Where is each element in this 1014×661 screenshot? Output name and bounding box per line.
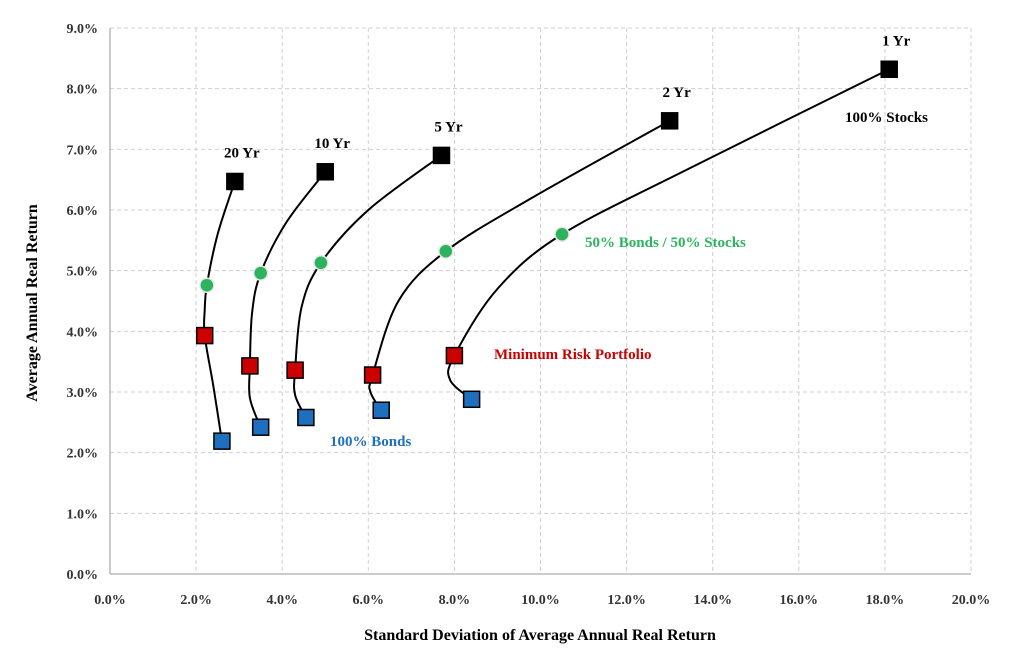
y-axis-title: Average Annual Real Return xyxy=(24,204,41,402)
x-tick-label: 10.0% xyxy=(521,593,560,608)
stocks-point-2-yr xyxy=(660,112,679,130)
grid-lines xyxy=(110,27,972,574)
annotation-100-stocks: 100% Stocks xyxy=(845,110,928,126)
annotation-50-50: 50% Bonds / 50% Stocks xyxy=(585,235,746,251)
balanced-point-20-yr xyxy=(199,277,215,293)
series-labels: 1 Yr 2 Yr 5 Yr 10 Yr 20 Yr xyxy=(224,33,911,161)
balanced-point-2-yr xyxy=(438,243,454,260)
x-axis-title: Standard Deviation of Average Annual Rea… xyxy=(364,627,716,644)
bonds-point-5-yr xyxy=(297,408,315,427)
balanced-point-10-yr xyxy=(252,265,269,281)
min-risk-point-1-yr xyxy=(445,346,464,365)
y-tick-label: 3.0% xyxy=(67,386,99,401)
y-tick-label: 7.0% xyxy=(67,143,99,158)
frontier-curve-5-yr xyxy=(293,154,443,418)
y-tick-label: 4.0% xyxy=(67,325,99,340)
y-tick-label: 5.0% xyxy=(67,265,99,280)
frontier-curve-1-yr xyxy=(447,68,890,401)
stocks-point-10-yr xyxy=(316,163,334,181)
horizon-label-5-yr: 5 Yr xyxy=(434,119,463,135)
balanced-point-1-yr xyxy=(554,226,570,243)
bonds-point-10-yr xyxy=(251,418,270,436)
y-tick-label: 8.0% xyxy=(67,83,99,98)
y-tick-label: 0.0% xyxy=(67,568,99,583)
x-tick-label: 20.0% xyxy=(952,593,991,608)
stocks-point-1-yr xyxy=(880,60,898,79)
balanced-point-5-yr xyxy=(313,255,329,271)
horizon-label-10-yr: 10 Yr xyxy=(314,136,350,152)
annotation-min-risk: Minimum Risk Portfolio xyxy=(494,347,652,363)
x-tick-label: 2.0% xyxy=(180,593,212,608)
frontier-curve-2-yr xyxy=(368,119,671,411)
min-risk-point-2-yr xyxy=(363,366,382,384)
y-tick-label: 1.0% xyxy=(67,507,99,522)
bonds-point-20-yr xyxy=(213,432,231,450)
bonds-point-1-yr xyxy=(462,390,481,409)
y-tick-label: 6.0% xyxy=(67,204,99,219)
x-tick-label: 8.0% xyxy=(439,593,471,608)
bonds-point-2-yr xyxy=(372,401,390,419)
axes: 0.0% 1.0% 2.0% 3.0% 4.0% 5.0% 6.0% 7.0% 8.0% 9.0%… xyxy=(67,22,991,608)
stocks-point-20-yr xyxy=(226,172,244,191)
stocks-point-5-yr xyxy=(432,146,451,165)
annotation-100-bonds: 100% Bonds xyxy=(330,434,411,450)
series-curves xyxy=(202,68,890,442)
min-risk-point-10-yr xyxy=(241,357,259,375)
horizon-label-2-yr: 2 Yr xyxy=(663,85,692,101)
x-tick-label: 18.0% xyxy=(866,593,905,608)
y-tick-label: 2.0% xyxy=(67,447,99,462)
series-markers xyxy=(195,60,898,450)
min-risk-point-20-yr xyxy=(195,326,214,345)
horizon-label-1-yr: 1 Yr xyxy=(882,33,911,49)
x-tick-label: 16.0% xyxy=(780,593,819,608)
x-tick-label: 0.0% xyxy=(94,593,126,608)
min-risk-point-5-yr xyxy=(286,361,304,379)
x-tick-label: 4.0% xyxy=(266,593,298,608)
horizon-label-20-yr: 20 Yr xyxy=(224,145,260,161)
frontier-curve-10-yr xyxy=(248,171,327,428)
y-tick-label: 9.0% xyxy=(67,22,99,37)
frontier-curve-20-yr xyxy=(202,181,236,442)
x-tick-label: 6.0% xyxy=(353,593,385,608)
x-tick-label: 12.0% xyxy=(607,593,646,608)
x-tick-label: 14.0% xyxy=(693,593,732,608)
